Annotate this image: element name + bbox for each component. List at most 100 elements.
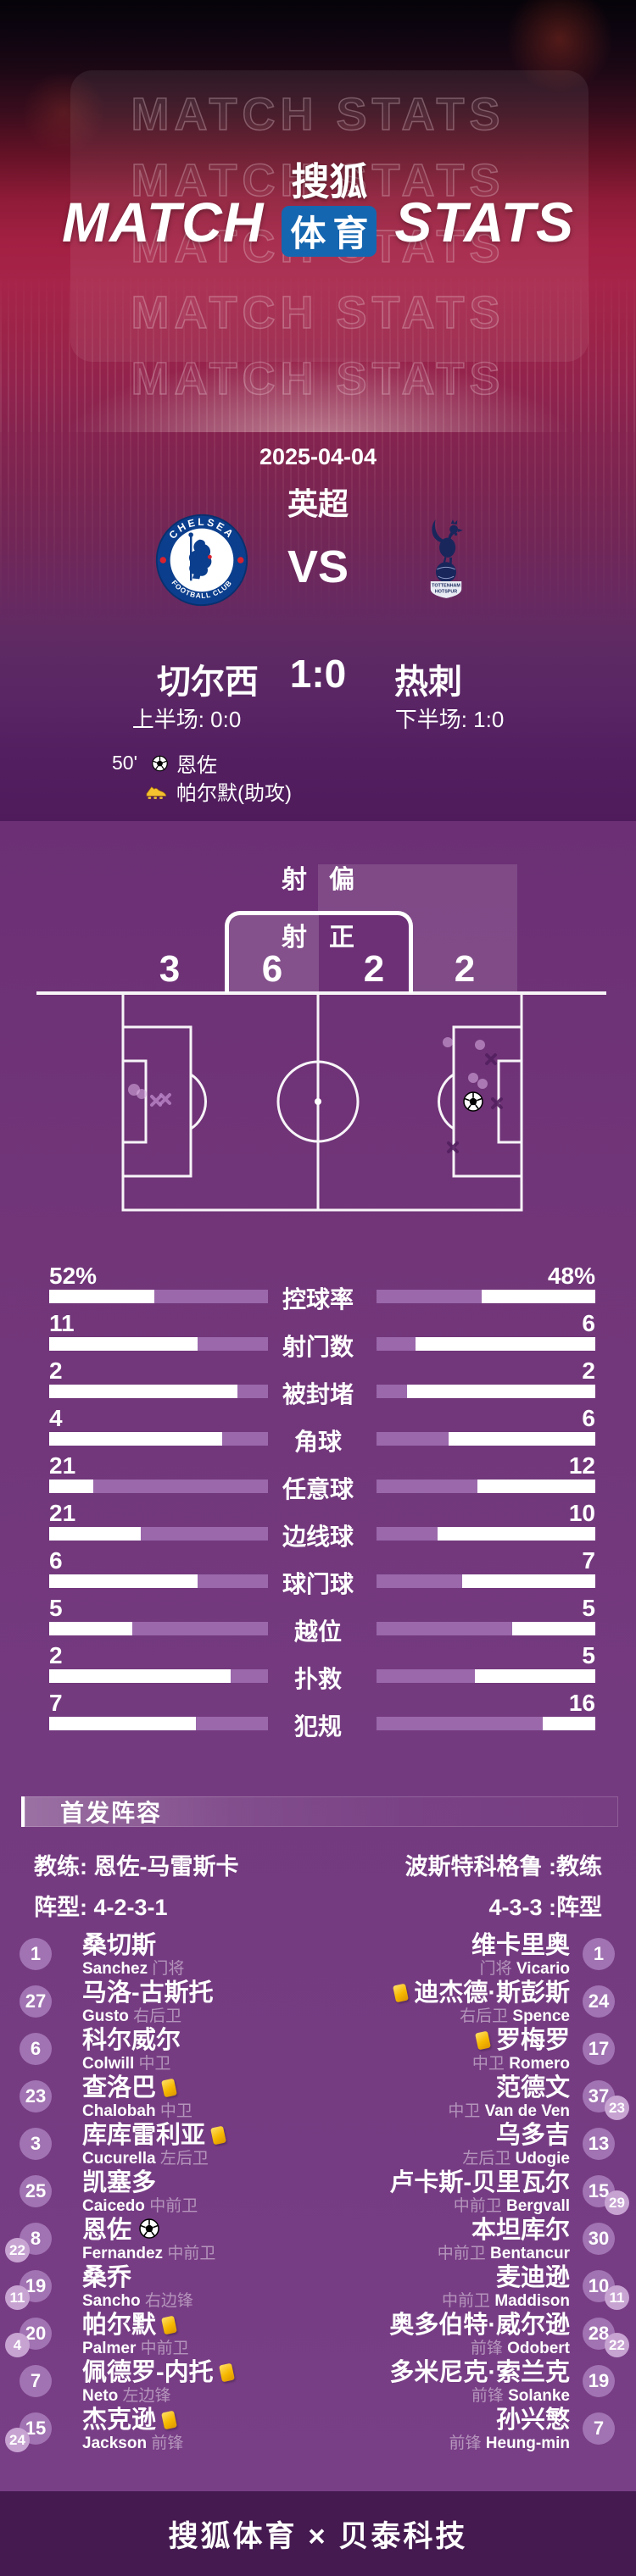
stat-bar-home [49,1432,268,1446]
stat-home-value: 21 [49,1500,76,1526]
stat-row: 2 扑救 5 [0,1642,636,1692]
stat-label: 扑救 [293,1666,342,1692]
home-player-info: Sanchez 门将 [82,1960,185,1978]
home-player-info: Colwill 中卫 [82,2055,171,2073]
stat-away-value: 10 [568,1500,595,1526]
away-player-info: 前锋 Heung-min [449,2434,570,2452]
stat-home-value: 6 [49,1547,63,1574]
away-player-number: 24 [583,1985,615,2018]
event-player: 帕尔默(助攻) [176,782,292,805]
stat-home-value: 11 [49,1310,75,1336]
away-player-info: 中前卫 Maddison [442,2292,570,2310]
goal-ball-icon [131,2218,159,2243]
stat-label: 角球 [293,1429,342,1455]
yellow-card-icon [161,2410,177,2430]
away-player-name: 迪杰德·斯彭斯 [388,1979,570,2007]
player-row: 27 马洛-古斯托 Gusto 右后卫 24 迪杰德·斯彭斯 右后卫 Spence [0,1978,636,2025]
home-player-info: Palmer 中前卫 [82,2340,189,2357]
player-row: 6 科尔威尔 Colwill 中卫 17 罗梅罗 中卫 Romero [0,2025,636,2073]
away-player-name: 本坦库尔 [471,2217,570,2244]
home-sub-number: 24 [5,2428,30,2452]
away-sub-number: 23 [605,2096,629,2120]
home-player-name: 桑乔 [82,2264,132,2291]
player-row: 19 11 桑乔 Sancho 右边锋 10 11 麦迪逊 中前卫 Maddison [0,2262,636,2310]
footer-text: 搜狐体育 × 贝泰科技 [168,2519,468,2553]
home-player-name: 库库雷利亚 [82,2121,232,2150]
home-player-info: Sancho 右边锋 [82,2292,193,2310]
home-player-number: 3 [20,2128,52,2160]
stat-label: 任意球 [282,1476,354,1502]
shot-marker-dot [443,1037,453,1047]
shots-off-target-label: 射偏 [282,866,354,894]
hero-banner: MATCH STATS MATCH STATS MATCH STATS MATCH S… [0,0,636,432]
shot-marker-x [447,1141,459,1153]
stat-bar-away [377,1669,595,1683]
stat-bar-home [49,1290,268,1303]
home-player-number: 27 [20,1985,52,2018]
stat-label: 犯规 [293,1713,342,1740]
goal-shot-ball-icon [463,1091,483,1112]
player-row: 15 24 杰克逊 Jackson 前锋 7 孙兴慜 前锋 Heung-min [0,2405,636,2452]
player-row: 20 4 帕尔默 Palmer 中前卫 28 22 奥多伯特·威尔逊 前锋 Odobert [0,2310,636,2357]
away-player-name: 卢卡斯-贝里瓦尔 [389,2169,570,2196]
stat-bar-away [377,1574,595,1588]
home-team-name: 切尔西 [157,663,259,701]
stat-row: 11 射门数 6 [0,1310,636,1360]
stat-row: 5 越位 5 [0,1595,636,1645]
stat-bar-home [49,1717,268,1730]
stat-bar-home [49,1337,268,1351]
logo-match-word: MATCH [62,190,265,253]
stats-comparison-list: 52% 控球率 48% 11 射门数 6 2 被封堵 2 4 角球 6 21 任意球 12 21 边线球 10 6 球… [0,1263,636,1740]
home-player-name: 杰克逊 [82,2406,182,2434]
stat-bar-home [49,1622,268,1635]
stat-away-value: 6 [582,1310,595,1336]
home-player-name: 马洛-古斯托 [82,1979,214,2007]
player-row: 25 凯塞多 Caicedo 中前卫 15 29 卢卡斯-贝里瓦尔 中前卫 Bergvall [0,2168,636,2215]
stat-home-value: 5 [49,1595,63,1621]
away-player-name: 多米尼克·索兰克 [389,2359,570,2386]
away-player-info: 中前卫 Bergvall [453,2197,570,2215]
stat-bar-away [377,1385,595,1398]
away-sub-number: 11 [605,2285,629,2310]
away-player-number: 7 [583,2412,615,2445]
home-player-info: Chalobah 中卫 [82,2102,192,2120]
stat-away-value: 16 [568,1690,595,1716]
goal-events-list: 50' 恩佐 帕尔默(助攻) [100,749,292,805]
yellow-card-icon [218,2362,235,2383]
stat-bar-home [49,1574,268,1588]
goal-ball-icon [144,753,168,774]
away-player-info: 左后卫 Udogie [462,2150,570,2168]
player-row: 7 佩德罗-内托 Neto 左边锋 19 多米尼克·索兰克 前锋 Solanke [0,2357,636,2405]
stat-row: 21 任意球 12 [0,1452,636,1502]
yellow-card-icon [161,2315,177,2335]
home-player-info: Jackson 前锋 [82,2434,184,2452]
stat-away-value: 7 [582,1547,595,1574]
home-player-name: 帕尔默 [82,2311,182,2340]
home-player-number: 25 [20,2175,52,2207]
away-player-name: 罗梅罗 [470,2026,570,2055]
stat-row: 52% 控球率 48% [0,1263,636,1313]
stat-bar-home [49,1480,268,1493]
away-player-info: 中前卫 Bentancur [437,2245,570,2262]
home-formation: 阵型: 4-2-3-1 [34,1895,168,1920]
away-player-number: 19 [583,2365,615,2397]
home-player-info: Fernandez 中前卫 [82,2245,216,2262]
away-player-info: 右后卫 Spence [460,2007,570,2025]
away-formation: 4-3-3 :阵型 [488,1895,602,1920]
stat-bar-away [377,1527,595,1541]
logo-stats-word: STATS [394,190,574,253]
stat-label: 越位 [293,1618,342,1645]
home-player-name: 科尔威尔 [82,2027,181,2054]
stat-label: 射门数 [282,1334,354,1360]
away-player-info: 门将 Vicario [479,1960,570,1978]
home-shots-off-count: 3 [159,948,181,990]
yellow-card-icon [161,2078,177,2098]
away-coach: 波斯特科格鲁 :教练 [404,1854,603,1879]
home-player-info: Cucurella 左后卫 [82,2150,209,2168]
event-time: 50' [112,752,137,774]
home-on-target-highlight [229,915,319,993]
svg-text:TOTTENHAM: TOTTENHAM [432,584,460,589]
stat-row: 4 角球 6 [0,1405,636,1455]
home-coach: 教练: 恩佐-马雷斯卡 [34,1854,239,1879]
shot-marker-dot [475,1040,485,1050]
